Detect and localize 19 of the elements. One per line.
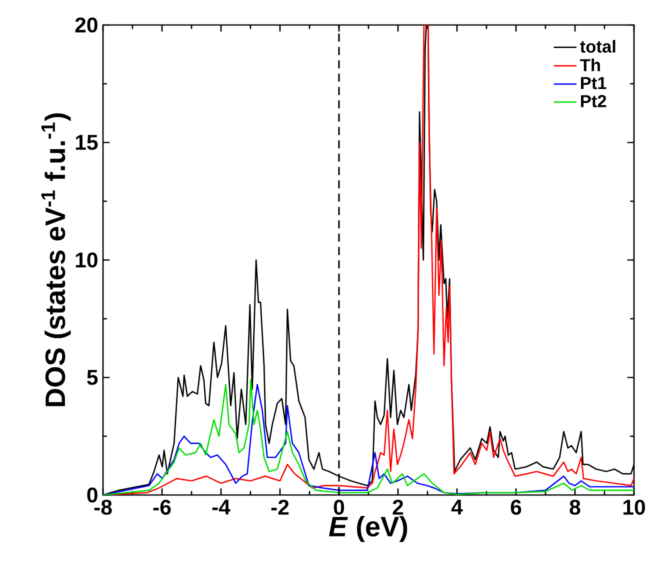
x-tick-label: 10 [623,500,645,515]
x-tick-label: -6 [153,500,171,515]
legend-label: Th [580,58,600,72]
x-tick-label: 2 [392,500,404,515]
y-tick-label: 15 [76,135,98,150]
y-axis-title: DOS (states eV$^{-1}$ f.u.$^{-1}$) [41,113,71,406]
y-tick-label: 10 [76,252,98,268]
legend-label: Pt2 [581,95,606,108]
legend-label: Pt1 [581,77,606,90]
x-tick-label: -2 [271,500,289,515]
y-tick-label: 5 [87,370,98,385]
x-tick-label: 8 [570,500,580,515]
x-axis-title: E (eV) [328,516,408,542]
y-tick-label: 20 [75,17,98,33]
legend-label: total [580,40,616,53]
x-tick-label: -4 [212,500,230,514]
x-tick-label: 0 [334,500,344,515]
x-tick-label: 4 [451,500,463,514]
x-tick-label: 6 [510,500,522,515]
